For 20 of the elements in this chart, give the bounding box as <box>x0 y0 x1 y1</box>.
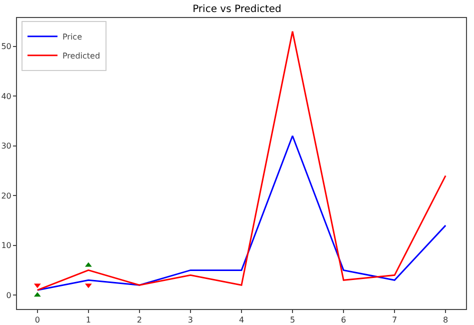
line-series <box>36 30 446 291</box>
x-tick-label: 1 <box>86 316 91 325</box>
x-tick-label: 4 <box>238 316 244 325</box>
y-tick-label: 40 <box>1 92 12 101</box>
x-tick-label: 3 <box>188 316 194 325</box>
x-tick-label: 6 <box>341 316 346 325</box>
y-tick-label: 20 <box>1 191 12 200</box>
y-tick-label: 0 <box>6 290 12 300</box>
legend-label: Price <box>62 32 82 42</box>
y-tick-label: 10 <box>1 241 12 250</box>
x-tick-label: 5 <box>290 316 296 325</box>
x-tick-label: 7 <box>392 316 398 325</box>
x-tick-label: 0 <box>34 316 40 325</box>
chart-title: Price vs Predicted <box>192 4 282 15</box>
x-tick-label: 2 <box>136 316 142 325</box>
y-tick-label: 30 <box>1 142 12 151</box>
x-tick-label: 8 <box>443 316 448 325</box>
legend-label: Predicted <box>62 52 100 61</box>
line-series <box>36 135 446 291</box>
y-tick-label: 50 <box>1 42 12 52</box>
